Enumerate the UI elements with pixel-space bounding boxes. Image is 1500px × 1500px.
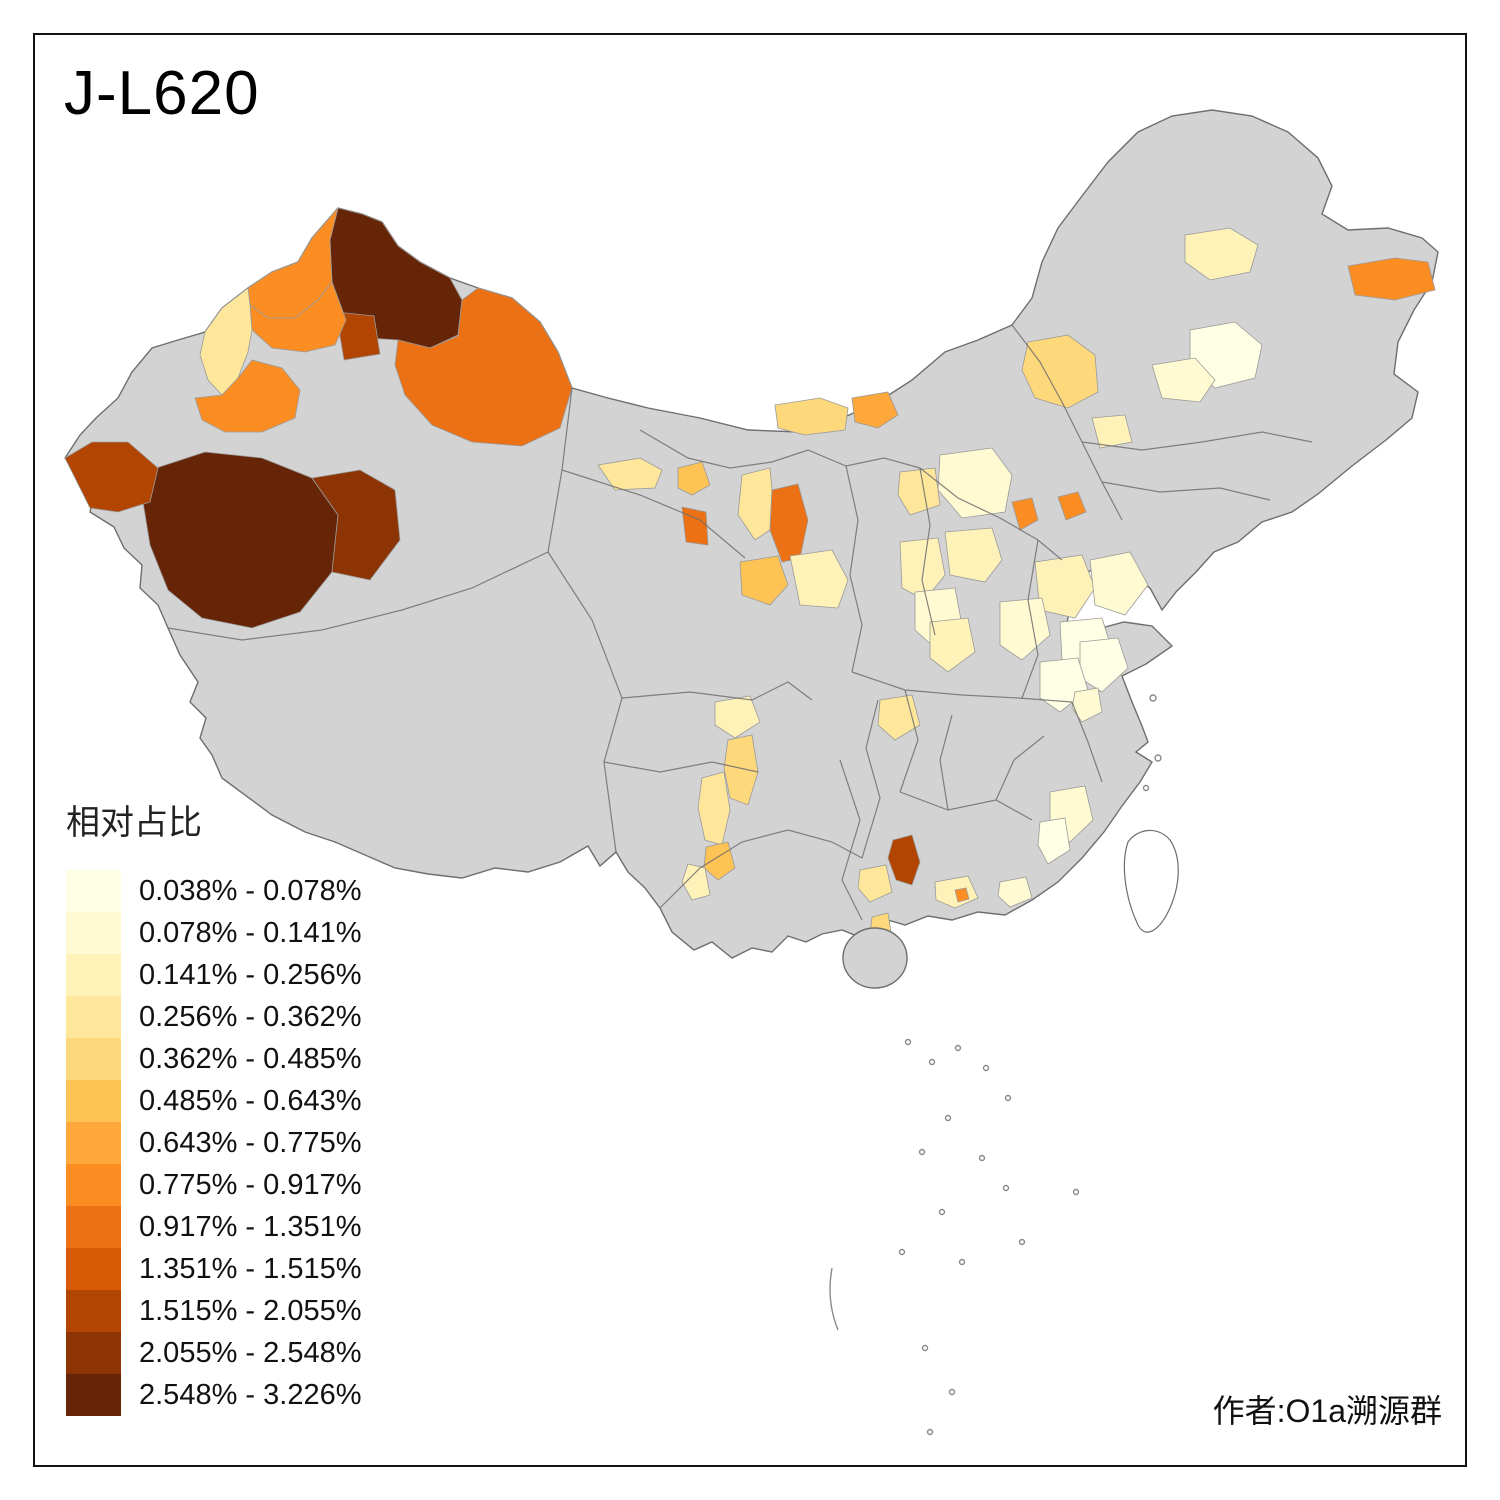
legend-swatch [66,912,121,954]
legend-label: 2.055% - 2.548% [139,1336,362,1369]
legend-swatch [66,870,121,912]
legend-label: 0.256% - 0.362% [139,1000,362,1033]
legend-item: 0.775% - 0.917% [66,1164,361,1206]
prefecture-region [851,391,899,429]
legend: 相对占比 0.038% - 0.078% 0.078% - 0.141% 0.141… [66,795,361,1416]
legend-label: 1.351% - 1.515% [139,1252,362,1285]
prefecture-region [677,461,711,496]
attribution: 作者:O1a溯源群 [1212,1393,1442,1429]
legend-label: 1.515% - 2.055% [139,1294,362,1327]
prefecture-region [944,527,1003,583]
prefecture-region [723,734,759,806]
prefecture-region [887,834,921,886]
prefecture-region [929,617,976,673]
legend-label: 0.362% - 0.485% [139,1042,362,1075]
prefecture-region [714,695,761,739]
legend-swatch [66,1080,121,1122]
prefecture-region [1011,497,1039,531]
prefecture-regions [64,207,1436,951]
prefecture-region [789,549,849,609]
legend-swatch [66,1248,121,1290]
map-title: J-L620 [64,59,260,128]
legend-item: 0.362% - 0.485% [66,1038,361,1080]
prefecture-region [1071,687,1103,723]
prefecture-region [857,864,893,903]
legend-item: 0.141% - 0.256% [66,954,361,996]
legend-label: 0.775% - 0.917% [139,1168,362,1201]
prefecture-region [1151,357,1216,403]
legend-item: 0.643% - 0.775% [66,1122,361,1164]
legend-title: 相对占比 [66,804,202,842]
legend-swatch [66,1122,121,1164]
legend-item: 1.351% - 1.515% [66,1248,361,1290]
legend-label: 0.141% - 0.256% [139,958,362,991]
legend-swatch [66,1038,121,1080]
taiwan-island [1123,829,1179,933]
prefecture-region [681,506,709,546]
prefecture-region [249,281,347,353]
legend-item: 0.256% - 0.362% [66,996,361,1038]
legend-swatch [66,1290,121,1332]
legend-item: 0.078% - 0.141% [66,912,361,954]
legend-swatch [66,996,121,1038]
legend-item: 0.917% - 1.351% [66,1206,361,1248]
legend-label: 0.917% - 1.351% [139,1210,362,1243]
prefecture-region [1184,227,1259,281]
legend-swatch [66,1206,121,1248]
legend-swatch [66,1374,121,1416]
hainan-island [842,927,908,989]
prefecture-region [954,887,970,903]
prefecture-region [394,287,573,447]
prefecture-region [1089,551,1149,616]
legend-label: 2.548% - 3.226% [139,1378,362,1411]
legend-label: 0.643% - 0.775% [139,1126,362,1159]
prefecture-region [1021,334,1099,409]
prefecture-region [997,876,1033,908]
prefecture-region [1057,491,1087,521]
prefecture-region [335,311,381,361]
legend-item: 0.038% - 0.078% [66,870,361,912]
legend-item: 1.515% - 2.055% [66,1290,361,1332]
prefecture-region [142,451,339,629]
province-borders [167,324,1313,921]
prefecture-region [199,287,253,396]
legend-item: 2.055% - 2.548% [66,1332,361,1374]
legend-label: 0.078% - 0.141% [139,916,362,949]
prefecture-region [1037,817,1071,865]
legend-label: 0.038% - 0.078% [139,874,362,907]
prefecture-region [897,467,941,516]
prefecture-region [194,359,301,433]
legend-swatch [66,954,121,996]
legend-label: 0.485% - 0.643% [139,1084,362,1117]
prefecture-region [1091,414,1133,449]
south-china-sea-islands [829,694,1162,1436]
prefecture-region [311,469,401,581]
prefecture-region [64,441,159,513]
legend-items: 0.038% - 0.078% 0.078% - 0.141% 0.141% - 0… [66,870,361,1416]
legend-item: 2.548% - 3.226% [66,1374,361,1416]
prefecture-region [739,555,789,606]
prefecture-region [999,597,1051,661]
prefecture-region [899,537,946,601]
prefecture-region [774,397,849,436]
legend-item: 0.485% - 0.643% [66,1080,361,1122]
legend-swatch [66,1164,121,1206]
prefecture-region [1347,257,1436,301]
legend-swatch [66,1332,121,1374]
